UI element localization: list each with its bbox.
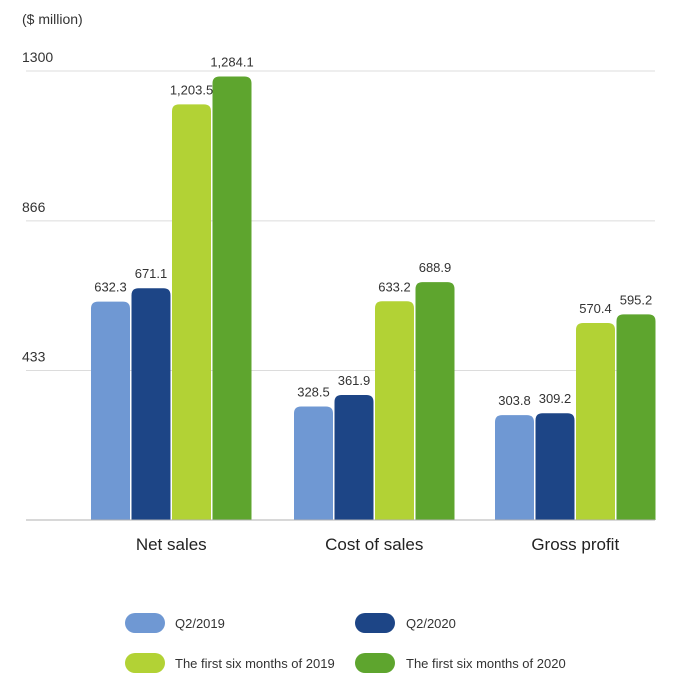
bars <box>91 76 656 521</box>
bar-value-label: 361.9 <box>338 373 371 388</box>
bar <box>131 288 171 520</box>
bar-value-label: 328.5 <box>297 385 330 400</box>
legend-swatch <box>355 613 395 633</box>
legend: Q2/2019 Q2/2020 The first six months of 20… <box>125 613 566 673</box>
category-label: Gross profit <box>531 535 619 554</box>
category-label: Net sales <box>136 535 207 554</box>
x-axis-categories: Net sales Cost of sales Gross profit <box>136 535 620 554</box>
bar-value-label: 309.2 <box>539 391 572 406</box>
bar-value-label: 1,203.5 <box>170 82 213 97</box>
legend-label: Q2/2019 <box>175 616 225 631</box>
bar-value-label: 671.1 <box>135 266 168 281</box>
unit-label: ($ million) <box>22 11 83 27</box>
bar <box>375 301 414 520</box>
bar-value-label: 595.2 <box>620 292 653 307</box>
bar <box>616 314 656 520</box>
legend-label: The first six months of 2020 <box>406 656 566 671</box>
bar <box>535 413 575 520</box>
bar <box>576 322 615 520</box>
bar <box>91 301 130 520</box>
bar-value-label: 633.2 <box>378 279 411 294</box>
legend-label: The first six months of 2019 <box>175 656 335 671</box>
bar-value-label: 688.9 <box>419 260 452 275</box>
bar <box>172 104 211 520</box>
y-axis-ticks: 433 866 1300 <box>22 49 53 364</box>
legend-swatch <box>355 653 395 673</box>
bar <box>415 282 455 520</box>
y-tick-label: 433 <box>22 348 46 364</box>
legend-swatch <box>125 653 165 673</box>
y-tick-label: 1300 <box>22 49 53 65</box>
bar-value-label: 632.3 <box>94 280 127 295</box>
bar <box>212 76 252 521</box>
grid-lines <box>26 70 655 371</box>
y-tick-label: 866 <box>22 199 46 215</box>
bar <box>334 395 374 520</box>
bar-value-label: 1,284.1 <box>210 54 253 69</box>
bar-value-label: 570.4 <box>579 301 612 316</box>
bar <box>294 406 333 520</box>
category-label: Cost of sales <box>325 535 423 554</box>
bar-value-label: 303.8 <box>498 393 531 408</box>
legend-swatch <box>125 613 165 633</box>
bar-value-labels: 632.3 671.1 1,203.5 1,284.1 328.5 361.9 633.2 6… <box>94 54 652 408</box>
legend-label: Q2/2020 <box>406 616 456 631</box>
bar <box>495 415 534 520</box>
